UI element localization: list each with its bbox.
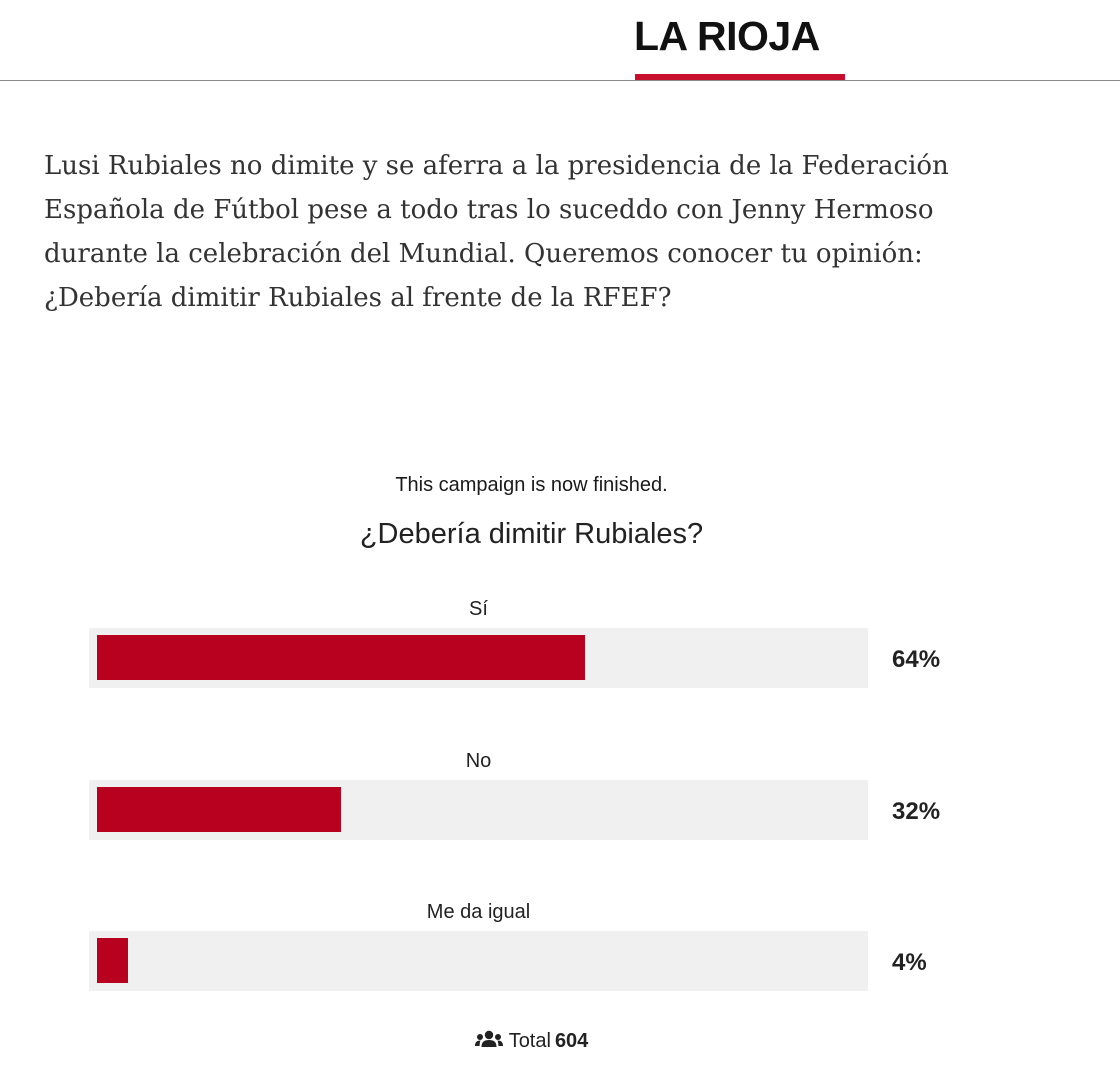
- poll-bar-track: [89, 931, 868, 991]
- poll-bar-track: [89, 628, 868, 688]
- poll-bar-fill: [97, 635, 585, 680]
- poll-total-label: Total: [508, 1030, 551, 1052]
- poll-option-label: Sí: [469, 598, 488, 620]
- poll-option-label: Me da igual: [426, 901, 531, 923]
- poll-option-percent: 64%: [892, 646, 941, 673]
- poll-option-label: No: [465, 750, 492, 772]
- poll-bar-fill: [97, 787, 341, 832]
- poll-bar-fill: [97, 938, 128, 983]
- logo-underline: [635, 74, 845, 80]
- poll-option-percent: 4%: [892, 949, 927, 976]
- poll-total: Total 604: [0, 1030, 1063, 1056]
- site-logo[interactable]: LA RIOJA: [634, 13, 820, 59]
- site-header: LA RIOJA: [0, 0, 1120, 81]
- poll-question: ¿Debería dimitir Rubiales?: [359, 518, 704, 550]
- poll-total-value: 604: [554, 1030, 589, 1052]
- article-intro: Lusi Rubiales no dimite y se aferra a la…: [44, 151, 949, 313]
- poll-option-percent: 32%: [892, 798, 941, 825]
- campaign-status: This campaign is now finished.: [395, 474, 668, 496]
- poll-bar-track: [89, 780, 868, 840]
- users-icon: [474, 1030, 503, 1056]
